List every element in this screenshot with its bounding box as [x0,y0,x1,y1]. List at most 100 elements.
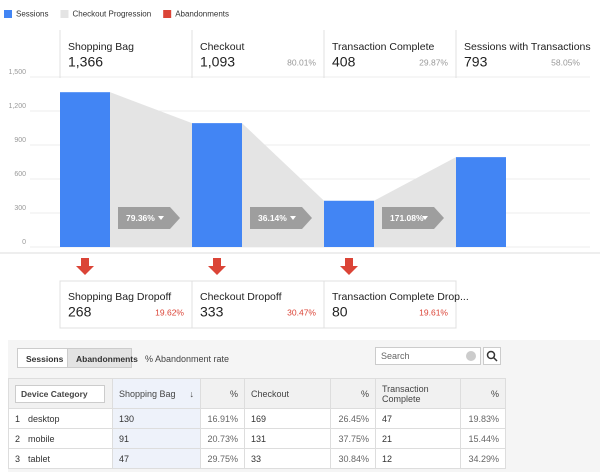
column-header-label[interactable]: Shopping Bag [119,388,176,399]
table-panel: Sessions Abandonments % Abandonment rate… [8,340,600,472]
y-tick-label: 1,500 [8,69,26,76]
column-header: Device Category [8,378,113,409]
cell: 34.29% [460,448,506,469]
dropoff-box [323,280,457,329]
legend-swatch [4,10,12,18]
cell: 47 [112,448,201,469]
legend-label: Checkout Progression [72,10,151,19]
dropoff-name: Transaction Complete Drop... [332,291,469,303]
stage-name: Sessions with Transactions [464,41,591,53]
cell: 131 [244,428,331,449]
abandon-arrow [208,258,226,275]
stage-percent: 29.87% [419,57,448,67]
bar [456,157,506,247]
stage-value: 1,093 [200,54,235,70]
cell: 91 [112,428,201,449]
metric-label: % Abandonment rate [145,354,230,364]
cell: 33 [244,448,331,469]
column-header: Shopping Bag ↓ [112,378,201,409]
column-header-label[interactable]: % [490,388,499,399]
dropoff-percent: 30.47% [287,307,316,317]
cell: 29.75% [200,448,245,469]
dropoff-percent: 19.61% [419,307,448,317]
tab[interactable]: Sessions [17,348,68,368]
y-tick-label: 0 [22,239,26,246]
cell: 3 tablet [8,448,113,469]
stage-value: 1,366 [68,54,103,70]
dropoff-value: 333 [200,304,224,320]
cell: 169 [244,408,331,429]
data-row: 1 desktop 130 16.91% 169 26.45% 47 19.83% [8,408,506,429]
cell: 47 [375,408,461,429]
dropdown-icon [290,216,296,220]
cell: 21 [375,428,461,449]
column-header-label[interactable]: Transaction Complete [382,383,429,404]
y-tick-label: 1,200 [8,103,26,110]
search-button[interactable] [483,347,501,365]
search-box[interactable]: Search [375,347,481,365]
device-name: mobile [28,433,55,444]
cell: 19.83% [460,408,506,429]
stage-name: Shopping Bag [68,41,134,53]
dimension-select[interactable]: Device Category [15,384,105,403]
dropoff-name: Shopping Bag Dropoff [68,291,171,303]
y-tick-label: 300 [14,205,26,212]
cell: 130 [112,408,201,429]
column-header: % [200,378,245,409]
stage-value: 793 [464,54,488,70]
device-name: tablet [28,453,51,464]
progression-label: 79.36% [126,213,155,223]
legend-swatch [60,10,69,18]
bar [324,200,374,247]
data-row: 3 tablet 47 29.75% 33 30.84% 12 34.29% [8,448,506,469]
sort-icon: ↓ [189,388,195,399]
abandon-arrow [340,258,358,275]
stage-percent: 58.05% [551,57,580,67]
column-header-label[interactable]: % [229,388,238,399]
progression-label: 36.14% [258,213,287,223]
abandon-arrow [76,258,94,275]
clear-icon[interactable] [466,351,476,361]
bar [192,123,242,247]
stage-percent: 80.01% [287,57,316,67]
dropoff-percent: 19.62% [155,307,184,317]
dropdown-icon [422,216,428,220]
cell: 12 [375,448,461,469]
row-index: 3 [15,453,21,464]
bar [60,92,110,247]
stage-name: Checkout [200,41,244,53]
column-header: % [330,378,376,409]
device-name: desktop [28,413,60,424]
row-index: 2 [15,433,21,444]
cell: 30.84% [330,448,376,469]
search-icon [486,350,498,362]
progression-label: 171.08% [390,213,424,223]
data-row: 2 mobile 91 20.73% 131 37.75% 21 15.44% [8,428,506,449]
progression-arrow [118,207,180,229]
dropoff-box [191,280,325,329]
dropdown-icon [158,216,164,220]
legend-label: Sessions [16,10,48,19]
data-table: Device Category Shopping Bag ↓% Checkout% Tr… [8,378,506,469]
stage-value: 408 [332,54,356,70]
progression-arrow [250,207,312,229]
search-placeholder: Search [381,351,410,361]
stage-name: Transaction Complete [332,41,434,53]
column-header-label[interactable]: Checkout [251,388,290,399]
column-header: Checkout [244,378,331,409]
column-header-label[interactable]: % [360,388,369,399]
dropoff-value: 80 [332,304,348,320]
cell: 1 desktop [8,408,113,429]
column-header: % [460,378,506,409]
tab[interactable]: Abandonments [67,348,138,368]
cell: 16.91% [200,408,245,429]
row-index: 1 [15,413,21,424]
legend-swatch [163,10,172,18]
dropoff-value: 268 [68,304,92,320]
dropoff-box [59,280,193,329]
progression-arrow [382,207,444,229]
dropoff-name: Checkout Dropoff [200,291,282,303]
cell: 37.75% [330,428,376,449]
cell: 2 mobile [8,428,113,449]
